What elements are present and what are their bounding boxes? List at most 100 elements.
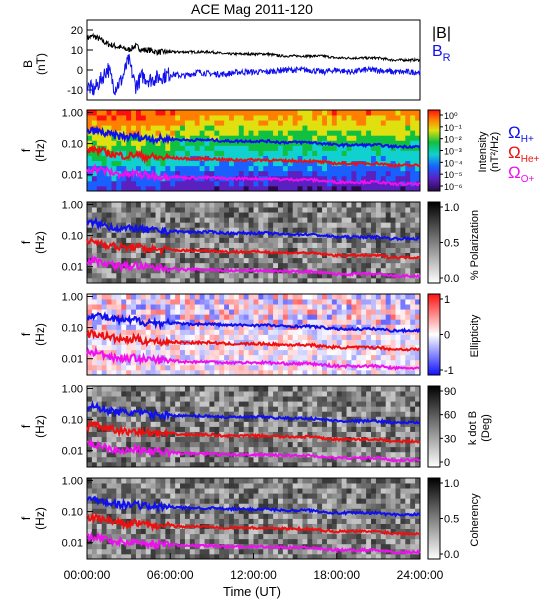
spectrogram-cell xyxy=(204,324,210,330)
spectrogram-cell xyxy=(233,339,240,346)
spectrogram-cell xyxy=(341,257,347,264)
spectrogram-cell xyxy=(214,364,220,371)
spectrogram-cell xyxy=(121,359,127,366)
spectrogram-cell xyxy=(131,493,137,499)
spectrogram-cell xyxy=(170,488,176,494)
spectrogram-cell xyxy=(415,140,421,146)
spectrogram-cell xyxy=(341,227,347,233)
spectrogram-cell xyxy=(312,222,318,228)
spectrogram-cell xyxy=(380,426,387,432)
spectrogram-cell xyxy=(366,272,372,279)
spectrogram-cell xyxy=(126,185,132,192)
spectrogram-cell xyxy=(224,120,230,126)
spectrogram-cell xyxy=(405,160,411,167)
spectrogram-cell xyxy=(263,252,269,259)
spectrogram-cell xyxy=(229,110,235,116)
spectrogram-cell xyxy=(96,299,103,305)
spectrogram-cell xyxy=(199,242,205,248)
spectrogram-cell xyxy=(287,252,294,259)
spectrogram-cell xyxy=(385,222,392,228)
spectrogram-cell xyxy=(385,135,392,141)
spectrogram-cell xyxy=(214,329,220,335)
spectrogram-cell xyxy=(380,262,387,269)
spectrogram-cell xyxy=(219,207,225,213)
spectrogram-cell xyxy=(336,165,343,172)
spectrogram-cell xyxy=(405,262,411,269)
spectrogram-cell xyxy=(336,391,343,397)
spectrogram-cell xyxy=(238,180,245,187)
spectrogram-cell xyxy=(297,272,303,279)
spectrogram-cell xyxy=(106,277,112,284)
spectrogram-cell xyxy=(121,309,127,315)
spectrogram-cell xyxy=(101,503,107,509)
spectrogram-cell xyxy=(224,222,230,228)
spectrogram-cell xyxy=(219,227,225,233)
spectrogram-cell xyxy=(366,431,372,438)
spectrogram-cell xyxy=(380,369,387,376)
spectrogram-cell xyxy=(302,227,308,233)
spectrogram-cell xyxy=(194,421,201,427)
spectrogram-cell xyxy=(209,207,215,213)
spectrogram-cell xyxy=(175,503,181,509)
spectrogram-cell xyxy=(385,140,392,146)
spectrogram-cell xyxy=(375,125,382,131)
spectrogram-cell xyxy=(375,359,382,366)
spectrogram-cell xyxy=(126,451,132,458)
spectrogram-cell xyxy=(165,202,171,208)
spectrogram-cell xyxy=(263,155,269,162)
spectrogram-cell xyxy=(253,120,259,126)
spectrogram-cell xyxy=(238,115,245,121)
spectrogram-cell xyxy=(336,145,343,151)
spectrogram-cell xyxy=(243,503,250,509)
spectrogram-cell xyxy=(385,130,392,136)
spectrogram-cell xyxy=(160,416,166,422)
spectrogram-cell xyxy=(326,334,333,340)
spectrogram-cell xyxy=(131,319,137,325)
spectrogram-cell xyxy=(248,401,254,407)
spectrogram-cell xyxy=(415,155,421,162)
spectrogram-cell xyxy=(341,354,347,361)
spectrogram-cell xyxy=(287,222,294,228)
spectrogram-frame xyxy=(86,109,421,192)
spectrogram-cell xyxy=(204,299,210,305)
spectrogram-cell xyxy=(243,411,250,417)
spectrogram-cell xyxy=(351,217,357,223)
spectrogram-cell xyxy=(312,277,318,284)
spectrogram-cell xyxy=(116,185,122,192)
spectrogram-cell xyxy=(126,406,132,412)
spectrogram-cell xyxy=(380,130,387,136)
spectrogram-cell xyxy=(282,329,289,335)
spectrogram-cell xyxy=(312,354,318,361)
spectrogram-cell xyxy=(248,498,254,504)
spectrogram-cell xyxy=(273,426,279,432)
spectrogram-cell xyxy=(371,299,377,305)
spectrogram-cell xyxy=(317,212,323,218)
spectrogram-cell xyxy=(248,553,254,560)
spectrogram-cell xyxy=(253,272,259,279)
spectrogram-cell xyxy=(91,120,98,126)
spectrogram-cell xyxy=(380,441,387,448)
spectrogram-cell xyxy=(287,441,294,448)
spectrogram-cell xyxy=(273,207,279,213)
spectrogram-cell xyxy=(273,319,279,325)
spectrogram-cell xyxy=(219,120,225,126)
spectrogram-cell xyxy=(131,456,137,463)
spectrogram-cell xyxy=(170,386,176,392)
spectrogram-cell xyxy=(175,508,181,514)
spectrogram-cell xyxy=(140,528,147,535)
spectrogram-cell xyxy=(140,543,147,550)
spectrogram-cell xyxy=(214,513,220,519)
spectrogram-cell xyxy=(199,329,205,335)
spectrogram-cell xyxy=(390,339,396,346)
spectrogram-cell xyxy=(194,446,201,453)
spectrogram-cell xyxy=(229,165,235,172)
spectrogram-cell xyxy=(229,185,235,192)
spectrogram-cell xyxy=(307,202,313,208)
spectrogram-cell xyxy=(292,396,298,402)
spectrogram-cell xyxy=(268,369,274,376)
spectrogram-cell xyxy=(346,130,352,136)
spectrogram-cell xyxy=(170,498,176,504)
spectrogram-cell xyxy=(165,456,171,463)
spectrogram-cell xyxy=(101,364,107,371)
spectrogram-cell xyxy=(91,212,98,218)
